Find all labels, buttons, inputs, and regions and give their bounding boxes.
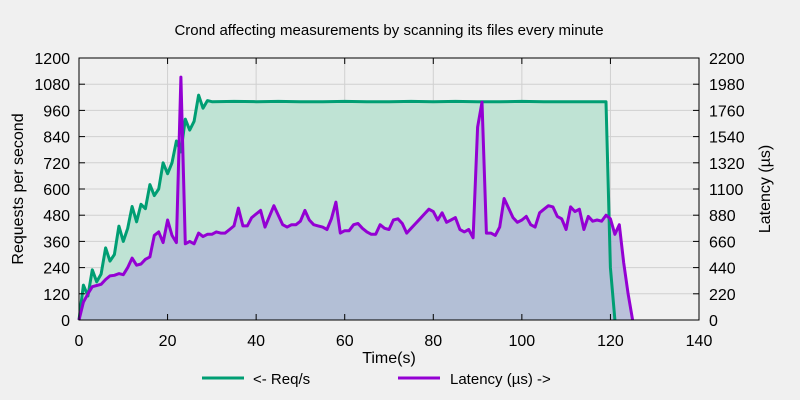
right-tick-label: 440 bbox=[709, 261, 736, 278]
right-tick-label: 660 bbox=[709, 234, 736, 251]
legend-label-latency: Latency (µs) -> bbox=[450, 371, 551, 388]
series-lines bbox=[77, 75, 635, 321]
left-tick-label: 960 bbox=[43, 103, 70, 120]
right-tick-label: 2200 bbox=[709, 51, 745, 68]
legend: <- Req/s Latency (µs) -> bbox=[202, 371, 551, 388]
left-tick-label: 120 bbox=[43, 287, 70, 304]
x-axis-label: Time(s) bbox=[362, 350, 416, 367]
left-axis-label: Requests per second bbox=[10, 113, 27, 264]
x-axis-ticks: 0 20 40 60 80 100 120 140 bbox=[75, 58, 713, 350]
left-tick-label: 1080 bbox=[34, 77, 70, 94]
left-tick-label: 360 bbox=[43, 234, 70, 251]
left-tick-label: 1200 bbox=[34, 51, 70, 68]
x-tick-label: 80 bbox=[424, 333, 442, 350]
chart-title: Crond affecting measurements by scanning… bbox=[174, 22, 603, 39]
x-tick-label: 140 bbox=[686, 333, 713, 350]
left-tick-label: 720 bbox=[43, 156, 70, 173]
x-tick-label: 120 bbox=[597, 333, 624, 350]
series-line-latency bbox=[77, 75, 635, 321]
right-tick-label: 1320 bbox=[709, 156, 745, 173]
right-tick-label: 0 bbox=[709, 313, 718, 330]
legend-label-req: <- Req/s bbox=[253, 371, 310, 388]
x-tick-label: 0 bbox=[75, 333, 84, 350]
series-areas bbox=[79, 77, 633, 320]
left-tick-label: 0 bbox=[61, 313, 70, 330]
left-tick-label: 240 bbox=[43, 261, 70, 278]
x-tick-label: 40 bbox=[247, 333, 265, 350]
right-tick-label: 1980 bbox=[709, 77, 745, 94]
left-tick-label: 480 bbox=[43, 208, 70, 225]
right-axis-label: Latency (µs) bbox=[757, 145, 774, 233]
x-tick-label: 100 bbox=[509, 333, 536, 350]
left-tick-label: 600 bbox=[43, 182, 70, 199]
left-tick-label: 840 bbox=[43, 130, 70, 147]
right-tick-label: 1760 bbox=[709, 103, 745, 120]
series-line-req bbox=[77, 93, 617, 321]
right-tick-label: 1100 bbox=[709, 182, 744, 199]
right-axis-ticks: 0 220 440 660 880 1100 1320 1540 1760 1980 2200 bbox=[693, 51, 745, 330]
series-area-latency bbox=[79, 77, 633, 320]
right-tick-label: 220 bbox=[709, 287, 736, 304]
right-tick-label: 1540 bbox=[709, 130, 745, 147]
right-tick-label: 880 bbox=[709, 208, 736, 225]
x-tick-label: 20 bbox=[159, 333, 177, 350]
left-axis-ticks: 0 120 240 360 480 600 720 840 960 1080 1200 bbox=[34, 51, 85, 330]
x-tick-label: 60 bbox=[336, 333, 354, 350]
